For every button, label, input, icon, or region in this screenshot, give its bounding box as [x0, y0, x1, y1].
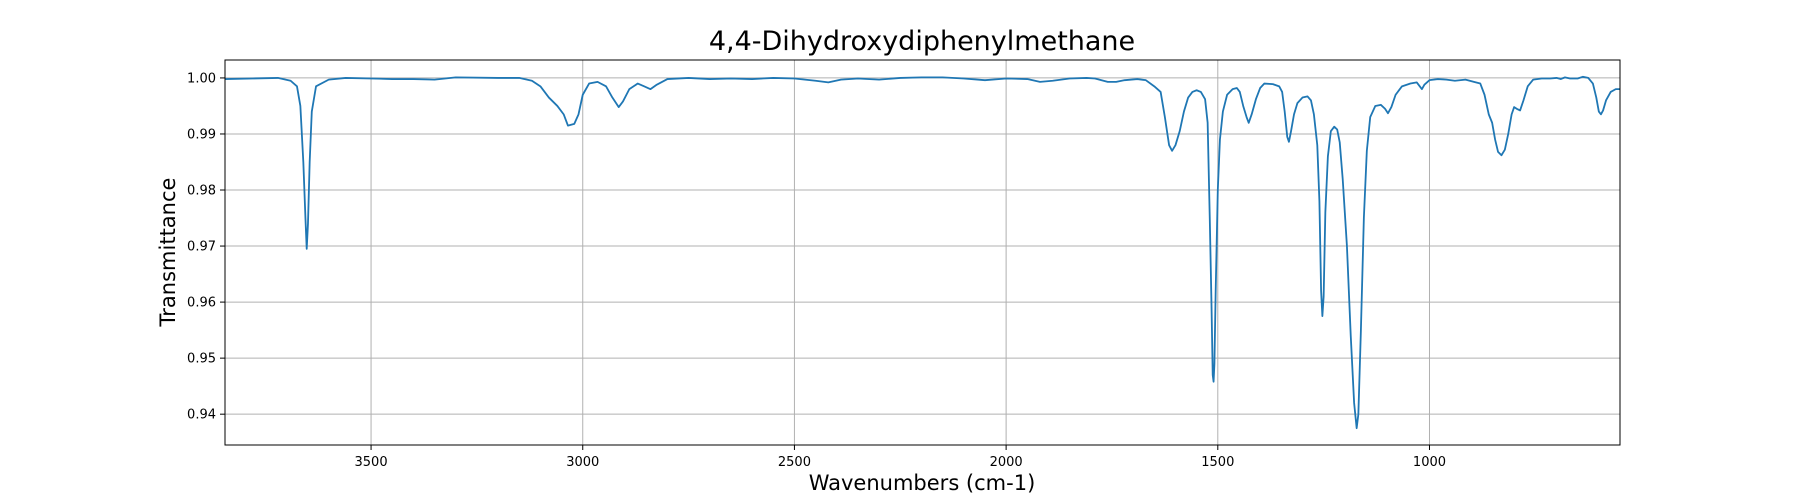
y-tick-label: 1.00 — [187, 71, 216, 86]
x-tick-label: 3500 — [355, 455, 388, 470]
y-tick-label: 0.94 — [187, 408, 216, 423]
y-tick-label: 0.95 — [187, 352, 216, 367]
plot-frame — [224, 59, 1621, 446]
x-tick-label: 2000 — [990, 455, 1023, 470]
y-tick-label: 0.98 — [187, 184, 216, 199]
y-tick-label: 0.99 — [187, 127, 216, 142]
x-tick-label: 1000 — [1413, 455, 1446, 470]
x-tick-label: 2500 — [778, 455, 811, 470]
y-tick-label: 0.96 — [187, 296, 216, 311]
x-axis-label: Wavenumbers (cm-1) — [809, 471, 1036, 495]
series-layer — [225, 75, 1620, 430]
y-tick-label: 0.97 — [187, 240, 216, 255]
x-tick-label: 1500 — [1201, 455, 1234, 470]
x-tick-label: 3000 — [566, 455, 599, 470]
grid-lines — [225, 60, 1620, 445]
y-axis-label: Transmittance — [156, 178, 180, 328]
spectrum-line — [225, 75, 1620, 430]
ticks: 3500 3000 2500 2000 1500 1000 0.94 0.95 0.96 0.97… — [187, 71, 1446, 470]
chart-title: 4,4-Dihydroxydiphenylmethane — [709, 26, 1135, 57]
